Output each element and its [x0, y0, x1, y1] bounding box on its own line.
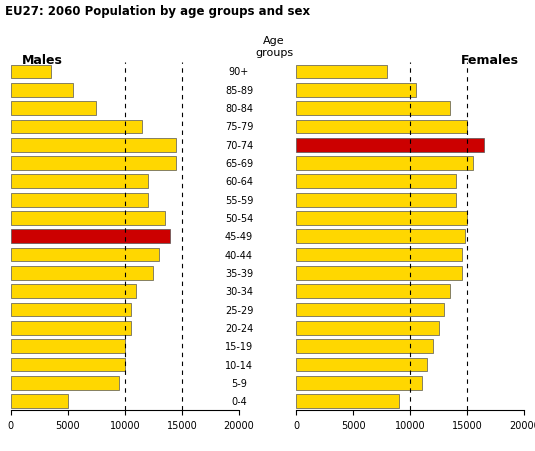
Bar — [296, 230, 465, 244]
Bar — [296, 157, 473, 170]
Bar — [11, 395, 68, 408]
Bar — [296, 193, 456, 207]
Bar — [11, 157, 176, 170]
Bar — [11, 321, 131, 335]
Bar — [296, 358, 427, 372]
Bar — [11, 267, 154, 280]
Bar — [296, 395, 399, 408]
Bar — [296, 285, 450, 299]
Bar — [296, 267, 462, 280]
Bar — [11, 230, 171, 244]
Bar — [296, 212, 467, 226]
Bar — [296, 321, 439, 335]
Bar — [11, 65, 51, 79]
Bar — [296, 102, 450, 116]
Bar — [296, 120, 467, 134]
Bar — [11, 84, 73, 97]
Bar — [11, 340, 125, 353]
Bar — [11, 358, 125, 372]
Bar — [296, 340, 433, 353]
Bar — [11, 376, 119, 390]
Text: EU27: 2060 Population by age groups and sex: EU27: 2060 Population by age groups and … — [5, 5, 310, 18]
Text: Age
groups: Age groups — [255, 36, 293, 58]
Bar — [296, 175, 456, 189]
Text: Females: Females — [461, 54, 519, 67]
Bar — [11, 175, 148, 189]
Bar — [296, 248, 462, 262]
Bar — [11, 193, 148, 207]
Bar — [296, 65, 387, 79]
Bar — [11, 120, 142, 134]
Bar — [296, 138, 484, 152]
Bar — [296, 303, 445, 317]
Bar — [11, 138, 176, 152]
Bar — [11, 102, 96, 116]
Bar — [11, 303, 131, 317]
Bar — [296, 376, 422, 390]
Bar — [11, 212, 165, 226]
Bar — [11, 285, 136, 299]
Bar — [11, 248, 159, 262]
Bar — [296, 84, 416, 97]
Text: Males: Males — [21, 54, 62, 67]
